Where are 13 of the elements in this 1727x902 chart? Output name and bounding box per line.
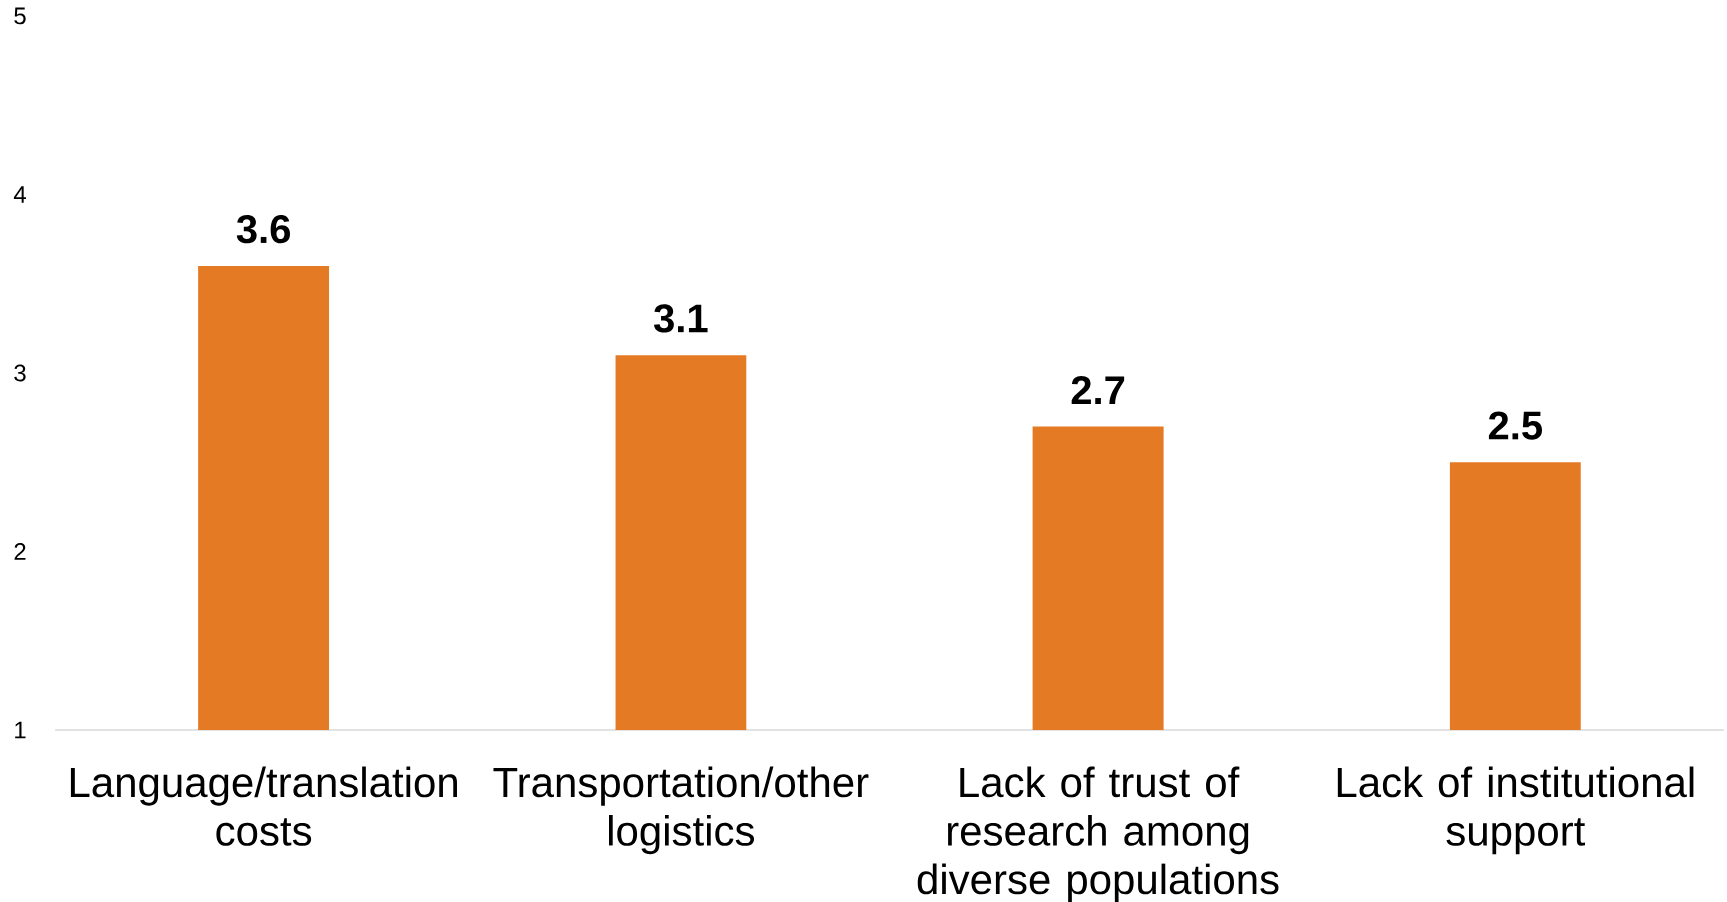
y-tick-label: 2 xyxy=(14,543,26,560)
x-tick-label: Lack of institutional support xyxy=(1337,766,1694,855)
data-label: 3.1 xyxy=(653,304,708,333)
y-tick-label: 5 xyxy=(14,7,26,25)
x-tick-label: Language/translation costs xyxy=(70,766,457,846)
x-tick-label: Lack of trust of research among diverse populations xyxy=(917,766,1279,902)
y-tick-label: 3 xyxy=(14,364,26,382)
data-label: 2.7 xyxy=(1071,376,1125,405)
y-tick-label: 4 xyxy=(13,186,26,203)
data-label: 2.5 xyxy=(1488,411,1543,440)
y-tick-label: 1 xyxy=(15,721,26,739)
data-label: 3.6 xyxy=(236,214,290,244)
x-tick-label: Transportation/other logistics xyxy=(493,766,869,855)
